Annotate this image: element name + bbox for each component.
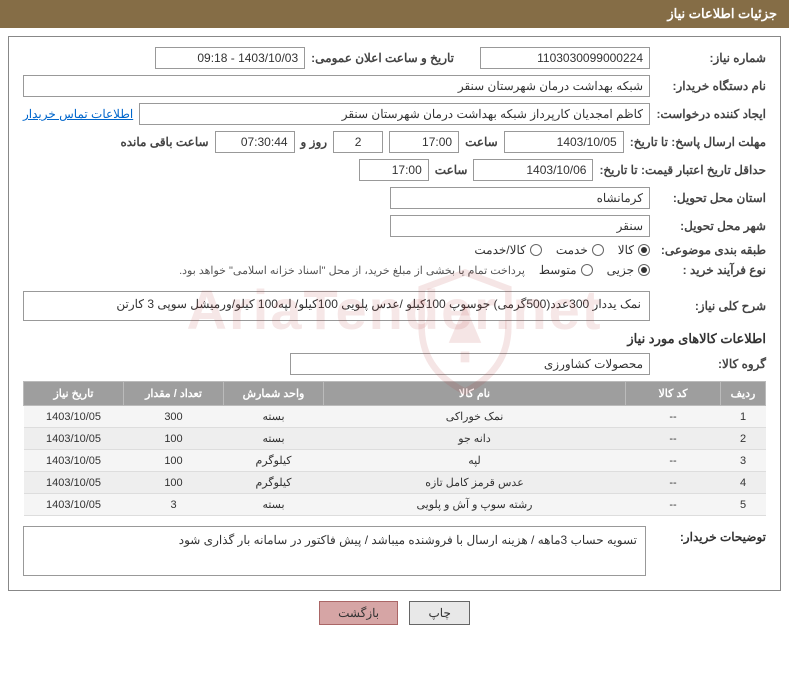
th-unit: واحد شمارش xyxy=(224,382,324,406)
days-and-label: روز و xyxy=(301,135,328,149)
table-cell: دانه جو xyxy=(324,428,626,450)
radio-minor-label: جزیی xyxy=(607,263,634,277)
table-cell: -- xyxy=(626,494,721,516)
need-no-value: 1103030099000224 xyxy=(480,47,650,69)
requester-value: کاظم امجدیان کارپرداز شبکه بهداشت درمان … xyxy=(139,103,650,125)
radio-medium-label: متوسط xyxy=(539,263,577,277)
buyer-org-label: نام دستگاه خریدار: xyxy=(656,79,766,93)
table-cell: 300 xyxy=(124,406,224,428)
radio-both-label: کالا/خدمت xyxy=(474,243,525,257)
province-label: استان محل تحویل: xyxy=(656,191,766,205)
th-name: نام کالا xyxy=(324,382,626,406)
radio-khedmat-label: خدمت xyxy=(556,243,588,257)
group-value: محصولات کشاورزی xyxy=(290,353,650,375)
radio-khedmat[interactable]: خدمت xyxy=(556,243,604,257)
table-cell: -- xyxy=(626,472,721,494)
city-label: شهر محل تحویل: xyxy=(656,219,766,233)
price-time-value: 17:00 xyxy=(359,159,429,181)
radio-dot-icon xyxy=(530,244,542,256)
hour-label-2: ساعت xyxy=(435,163,468,177)
th-code: کد کالا xyxy=(626,382,721,406)
table-cell: بسته xyxy=(224,406,324,428)
radio-dot-icon xyxy=(581,264,593,276)
table-row: 2--دانه جوبسته1001403/10/05 xyxy=(24,428,766,450)
table-cell: 4 xyxy=(721,472,766,494)
table-row: 1--نمک خوراکیبسته3001403/10/05 xyxy=(24,406,766,428)
announce-value: 1403/10/03 - 09:18 xyxy=(155,47,305,69)
page-header: جزئیات اطلاعات نیاز xyxy=(0,0,789,28)
radio-minor[interactable]: جزیی xyxy=(607,263,650,277)
table-cell: 1403/10/05 xyxy=(24,472,124,494)
table-cell: -- xyxy=(626,406,721,428)
table-cell: کیلوگرم xyxy=(224,472,324,494)
table-cell: بسته xyxy=(224,494,324,516)
table-cell: 2 xyxy=(721,428,766,450)
reply-date-value: 1403/10/05 xyxy=(504,131,624,153)
overall-desc-value: نمک یددار 300عدد(500گرمی) جوسوپ 100کیلو … xyxy=(23,291,650,321)
th-date: تاریخ نیاز xyxy=(24,382,124,406)
requester-label: ایجاد کننده درخواست: xyxy=(656,107,766,121)
announce-label: تاریخ و ساعت اعلان عمومی: xyxy=(311,51,454,65)
items-tbody: 1--نمک خوراکیبسته3001403/10/052--دانه جو… xyxy=(24,406,766,516)
reply-deadline-label: مهلت ارسال پاسخ: تا تاریخ: xyxy=(630,135,766,149)
category-radio-group: کالا خدمت کالا/خدمت xyxy=(474,243,650,257)
back-button[interactable]: بازگشت xyxy=(319,601,398,625)
detail-panel: AriaTender.net شماره نیاز: 1103030099000… xyxy=(8,36,781,591)
items-table: ردیف کد کالا نام کالا واحد شمارش تعداد /… xyxy=(23,381,766,516)
table-cell: عدس قرمز کامل تازه xyxy=(324,472,626,494)
table-cell: 1403/10/05 xyxy=(24,428,124,450)
table-cell: 1403/10/05 xyxy=(24,406,124,428)
province-value: کرمانشاه xyxy=(390,187,650,209)
table-row: 3--لپهکیلوگرم1001403/10/05 xyxy=(24,450,766,472)
radio-dot-icon xyxy=(638,244,650,256)
table-cell: کیلوگرم xyxy=(224,450,324,472)
items-section-title: اطلاعات کالاهای مورد نیاز xyxy=(23,331,766,347)
purchase-radio-group: جزیی متوسط xyxy=(539,263,650,277)
buyer-note-value: تسویه حساب 3ماهه / هزینه ارسال با فروشند… xyxy=(23,526,646,576)
city-value: سنقر xyxy=(390,215,650,237)
print-button[interactable]: چاپ xyxy=(409,601,469,625)
radio-kala[interactable]: کالا xyxy=(618,243,650,257)
category-label: طبقه بندی موضوعی: xyxy=(656,243,766,257)
table-cell: 100 xyxy=(124,472,224,494)
table-cell: 5 xyxy=(721,494,766,516)
radio-dot-icon xyxy=(638,264,650,276)
radio-dot-icon xyxy=(592,244,604,256)
table-row: 5--رشته سوپ و آش و پلوییبسته31403/10/05 xyxy=(24,494,766,516)
overall-desc-label: شرح کلی نیاز: xyxy=(656,299,766,313)
th-qty: تعداد / مقدار xyxy=(124,382,224,406)
days-left-value: 2 xyxy=(333,131,383,153)
table-cell: 3 xyxy=(721,450,766,472)
table-cell: لپه xyxy=(324,450,626,472)
reply-time-value: 17:00 xyxy=(389,131,459,153)
th-row: ردیف xyxy=(721,382,766,406)
remaining-label: ساعت باقی مانده xyxy=(120,135,208,149)
group-label: گروه کالا: xyxy=(656,357,766,371)
table-cell: 3 xyxy=(124,494,224,516)
radio-medium[interactable]: متوسط xyxy=(539,263,593,277)
price-date-value: 1403/10/06 xyxy=(473,159,593,181)
table-cell: 100 xyxy=(124,450,224,472)
table-cell: -- xyxy=(626,450,721,472)
radio-both[interactable]: کالا/خدمت xyxy=(474,243,541,257)
table-cell: 1403/10/05 xyxy=(24,494,124,516)
purchase-note: پرداخت تمام یا بخشی از مبلغ خرید، از محل… xyxy=(179,264,525,277)
table-cell: رشته سوپ و آش و پلویی xyxy=(324,494,626,516)
hour-label-1: ساعت xyxy=(465,135,498,149)
purchase-type-label: نوع فرآیند خرید : xyxy=(656,263,766,277)
table-cell: 1 xyxy=(721,406,766,428)
table-row: 4--عدس قرمز کامل تازهکیلوگرم1001403/10/0… xyxy=(24,472,766,494)
price-validity-label: حداقل تاریخ اعتبار قیمت: تا تاریخ: xyxy=(599,163,766,177)
buyer-contact-link[interactable]: اطلاعات تماس خریدار xyxy=(23,107,133,121)
buyer-org-value: شبکه بهداشت درمان شهرستان سنقر xyxy=(23,75,650,97)
table-cell: 1403/10/05 xyxy=(24,450,124,472)
need-no-label: شماره نیاز: xyxy=(656,51,766,65)
table-cell: 100 xyxy=(124,428,224,450)
table-cell: نمک خوراکی xyxy=(324,406,626,428)
radio-kala-label: کالا xyxy=(618,243,634,257)
table-cell: بسته xyxy=(224,428,324,450)
buyer-note-label: توضیحات خریدار: xyxy=(656,526,766,544)
time-left-value: 07:30:44 xyxy=(215,131,295,153)
table-cell: -- xyxy=(626,428,721,450)
